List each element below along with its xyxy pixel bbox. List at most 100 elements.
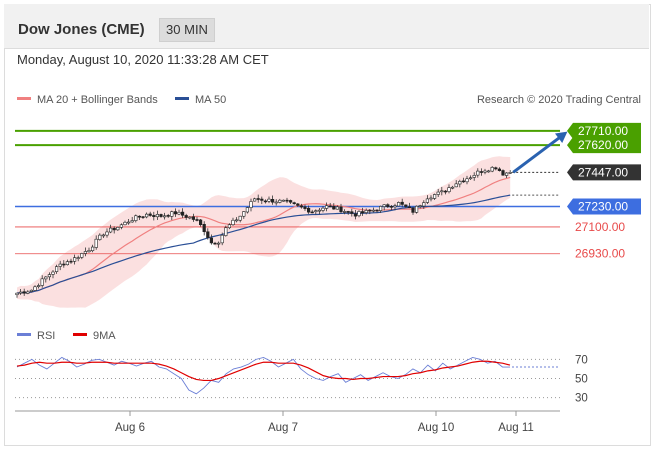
candle [238,215,242,223]
legend-swatch-rsi [17,333,31,336]
candle [145,212,149,219]
candle [364,208,368,215]
trend-arrow [512,132,566,174]
legend: MA 20 + Bollinger Bands MA 50 Research ©… [17,94,641,106]
candle [375,209,379,213]
candle [504,172,509,178]
candle [29,289,34,293]
candle [26,290,30,295]
candle [425,195,430,204]
candle [386,203,390,209]
candle [263,199,268,204]
candle [15,292,19,298]
candle [209,234,214,245]
candle [267,196,271,204]
candle [152,211,156,221]
candle [414,205,419,214]
legend-swatch-ma50 [175,97,189,100]
candle [191,213,196,222]
candle [281,199,286,202]
candle [479,168,484,176]
candle [54,264,59,274]
candle [328,202,332,208]
candle [447,184,451,194]
candle [274,199,278,206]
level-27447-00: 27447.00 [578,165,628,179]
candle [422,200,426,209]
candle [285,197,289,204]
candle [159,213,163,218]
candle [101,233,105,239]
candle [317,208,322,215]
legend-ma50-label: MA 50 [195,94,226,106]
candle [490,166,494,173]
candle [170,210,174,221]
candle [368,209,372,215]
legend-ma20-label: MA 20 + Bollinger Bands [37,94,158,106]
copyright-label: Research © 2020 Trading Central [477,94,641,106]
candle [303,204,307,211]
candle [58,260,62,271]
candle [299,203,304,209]
rsi-9ma-line [16,360,511,382]
candle [353,210,358,220]
candle [245,206,250,214]
candle [109,224,113,234]
candle [188,216,192,220]
candle [231,217,235,226]
candle [227,223,232,230]
timeframe-button[interactable]: 30 MIN [159,18,215,42]
rsi-tick-label: 50 [575,374,588,386]
candle [199,218,203,227]
ma50-line [16,194,511,294]
level-27230-00: 27230.00 [578,199,628,213]
candle [404,204,408,208]
candle [486,169,491,173]
rsi-tick-label: 30 [575,393,588,405]
candle [378,205,383,213]
candle [184,213,188,220]
candle [47,272,51,281]
x-tick-label: Aug 6 [115,422,145,434]
rsi-line [16,356,510,395]
candle [51,269,55,279]
pivot-label-bg [567,198,641,215]
candle [80,252,84,260]
candle [393,203,397,211]
candle [339,203,343,214]
candle [458,179,462,188]
candle [166,213,170,218]
candle [195,216,199,222]
legend-swatch-ma20 [17,97,31,100]
x-tick-label: Aug 11 [498,422,534,434]
candle [173,208,178,217]
candle [76,255,80,262]
candle [332,203,336,210]
candle [296,203,300,208]
candle [141,216,145,220]
candle [260,196,264,205]
candle [335,205,340,210]
candle [119,223,123,230]
candle [476,168,480,178]
candle [18,289,23,295]
candle [407,202,412,209]
candle [346,210,350,215]
candle [501,169,505,176]
candle [360,207,365,216]
candle [213,241,217,245]
candle [177,209,181,216]
legend-swatch-9ma [73,333,87,336]
candle [94,235,98,250]
candle [36,283,41,289]
candle [450,185,455,190]
candle [324,202,329,212]
candle [270,195,275,205]
candle [443,189,448,195]
candle [440,186,444,196]
candle [468,175,473,180]
candle [127,218,131,225]
rsi-legend: RSI 9MA [17,330,116,342]
candle [202,221,206,236]
candle [292,201,296,205]
